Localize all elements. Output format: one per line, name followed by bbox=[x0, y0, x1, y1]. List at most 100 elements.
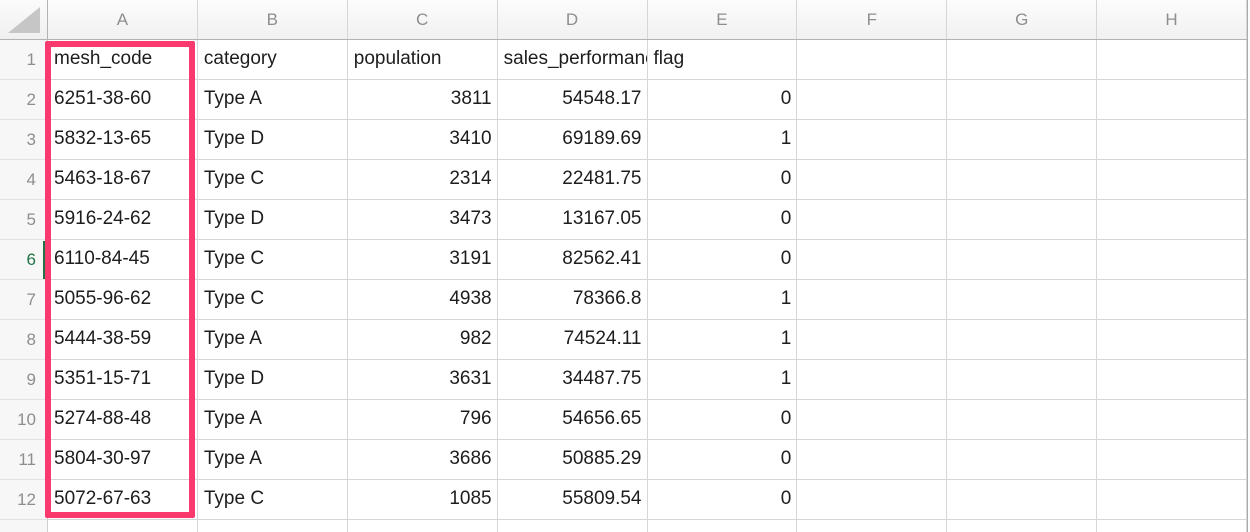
cell-B11[interactable]: Type A bbox=[197, 440, 348, 480]
cell-A13[interactable] bbox=[48, 520, 198, 532]
column-header-B[interactable]: B bbox=[198, 0, 348, 39]
cell-F9[interactable] bbox=[797, 360, 948, 400]
cell-B5[interactable]: Type D bbox=[197, 200, 348, 240]
cell-G5[interactable] bbox=[947, 200, 1098, 240]
cell-B4[interactable]: Type C bbox=[197, 160, 348, 200]
cell-B13[interactable] bbox=[198, 520, 348, 532]
cell-B10[interactable]: Type A bbox=[197, 400, 348, 440]
cell-D3[interactable]: 69189.69 bbox=[497, 120, 648, 160]
cell-G8[interactable] bbox=[947, 320, 1098, 360]
cell-E13[interactable] bbox=[648, 520, 798, 532]
cell-F1[interactable] bbox=[797, 40, 948, 80]
cell-C11[interactable]: 3686 bbox=[347, 440, 498, 480]
cell-B7[interactable]: Type C bbox=[197, 280, 348, 320]
select-all-corner[interactable] bbox=[0, 0, 48, 40]
cell-C7[interactable]: 4938 bbox=[347, 280, 498, 320]
cell-E6[interactable]: 0 bbox=[647, 240, 798, 280]
cell-G3[interactable] bbox=[947, 120, 1098, 160]
cell-E5[interactable]: 0 bbox=[647, 200, 798, 240]
cell-A12[interactable]: 5072-67-63 bbox=[48, 480, 198, 520]
cell-A4[interactable]: 5463-18-67 bbox=[48, 160, 198, 200]
cell-D10[interactable]: 54656.65 bbox=[497, 400, 648, 440]
cell-F13[interactable] bbox=[797, 520, 948, 532]
cell-C9[interactable]: 3631 bbox=[347, 360, 498, 400]
cell-H11[interactable] bbox=[1097, 440, 1247, 480]
cell-D6[interactable]: 82562.41 bbox=[497, 240, 648, 280]
cell-D2[interactable]: 54548.17 bbox=[497, 80, 648, 120]
cell-C8[interactable]: 982 bbox=[347, 320, 498, 360]
cell-G10[interactable] bbox=[947, 400, 1098, 440]
cell-G9[interactable] bbox=[947, 360, 1098, 400]
cell-B12[interactable]: Type C bbox=[197, 480, 348, 520]
cell-E11[interactable]: 0 bbox=[647, 440, 798, 480]
cell-A6[interactable]: 6110-84-45 bbox=[48, 240, 198, 280]
row-header-8[interactable]: 8 bbox=[0, 320, 47, 360]
row-header-10[interactable]: 10 bbox=[0, 400, 47, 440]
cell-G2[interactable] bbox=[947, 80, 1098, 120]
row-header-2[interactable]: 2 bbox=[0, 80, 47, 120]
cell-F11[interactable] bbox=[797, 440, 948, 480]
row-header-4[interactable]: 4 bbox=[0, 160, 47, 200]
cell-A11[interactable]: 5804-30-97 bbox=[48, 440, 198, 480]
row-header-9[interactable]: 9 bbox=[0, 360, 47, 400]
cell-B3[interactable]: Type D bbox=[197, 120, 348, 160]
cell-H4[interactable] bbox=[1097, 160, 1247, 200]
cell-D1[interactable]: sales_performance bbox=[497, 40, 648, 80]
cell-C13[interactable] bbox=[348, 520, 498, 532]
cell-E3[interactable]: 1 bbox=[647, 120, 798, 160]
row-header-6[interactable]: 6 bbox=[0, 240, 47, 280]
cell-B1[interactable]: category bbox=[197, 40, 348, 80]
cell-C10[interactable]: 796 bbox=[347, 400, 498, 440]
cell-F3[interactable] bbox=[797, 120, 948, 160]
column-header-D[interactable]: D bbox=[498, 0, 648, 39]
cell-D12[interactable]: 55809.54 bbox=[497, 480, 648, 520]
row-header-11[interactable]: 11 bbox=[0, 440, 47, 480]
cell-F12[interactable] bbox=[797, 480, 948, 520]
cell-C1[interactable]: population bbox=[347, 40, 498, 80]
cell-G11[interactable] bbox=[947, 440, 1098, 480]
row-header-13[interactable] bbox=[0, 520, 47, 532]
column-header-G[interactable]: G bbox=[947, 0, 1098, 39]
cell-H9[interactable] bbox=[1097, 360, 1247, 400]
cell-G4[interactable] bbox=[947, 160, 1098, 200]
cell-A8[interactable]: 5444-38-59 bbox=[48, 320, 198, 360]
column-header-H[interactable]: H bbox=[1097, 0, 1247, 39]
cell-G7[interactable] bbox=[947, 280, 1098, 320]
column-header-A[interactable]: A bbox=[48, 0, 198, 39]
cell-B6[interactable]: Type C bbox=[197, 240, 348, 280]
cell-E9[interactable]: 1 bbox=[647, 360, 798, 400]
cell-G6[interactable] bbox=[947, 240, 1098, 280]
cell-H7[interactable] bbox=[1097, 280, 1247, 320]
cell-H10[interactable] bbox=[1097, 400, 1247, 440]
row-header-5[interactable]: 5 bbox=[0, 200, 47, 240]
cell-A5[interactable]: 5916-24-62 bbox=[48, 200, 198, 240]
cell-H1[interactable] bbox=[1097, 40, 1247, 80]
row-header-3[interactable]: 3 bbox=[0, 120, 47, 160]
cell-E12[interactable]: 0 bbox=[647, 480, 798, 520]
cell-D8[interactable]: 74524.11 bbox=[497, 320, 648, 360]
cell-D7[interactable]: 78366.8 bbox=[497, 280, 648, 320]
cell-E8[interactable]: 1 bbox=[647, 320, 798, 360]
cell-H12[interactable] bbox=[1097, 480, 1247, 520]
cell-C12[interactable]: 1085 bbox=[347, 480, 498, 520]
cell-A10[interactable]: 5274-88-48 bbox=[48, 400, 198, 440]
cell-C4[interactable]: 2314 bbox=[347, 160, 498, 200]
cell-F2[interactable] bbox=[797, 80, 948, 120]
cell-A1[interactable]: mesh_code bbox=[48, 40, 198, 80]
column-header-E[interactable]: E bbox=[648, 0, 798, 39]
row-header-7[interactable]: 7 bbox=[0, 280, 47, 320]
cell-H2[interactable] bbox=[1097, 80, 1247, 120]
cell-G1[interactable] bbox=[947, 40, 1098, 80]
cell-E10[interactable]: 0 bbox=[647, 400, 798, 440]
cell-B2[interactable]: Type A bbox=[197, 80, 348, 120]
cell-A9[interactable]: 5351-15-71 bbox=[48, 360, 198, 400]
cell-C5[interactable]: 3473 bbox=[347, 200, 498, 240]
column-header-C[interactable]: C bbox=[348, 0, 498, 39]
cell-A3[interactable]: 5832-13-65 bbox=[48, 120, 198, 160]
cell-B8[interactable]: Type A bbox=[197, 320, 348, 360]
row-header-1[interactable]: 1 bbox=[0, 40, 47, 80]
cell-B9[interactable]: Type D bbox=[197, 360, 348, 400]
cell-F4[interactable] bbox=[797, 160, 948, 200]
cell-G13[interactable] bbox=[947, 520, 1098, 532]
cell-H5[interactable] bbox=[1097, 200, 1247, 240]
